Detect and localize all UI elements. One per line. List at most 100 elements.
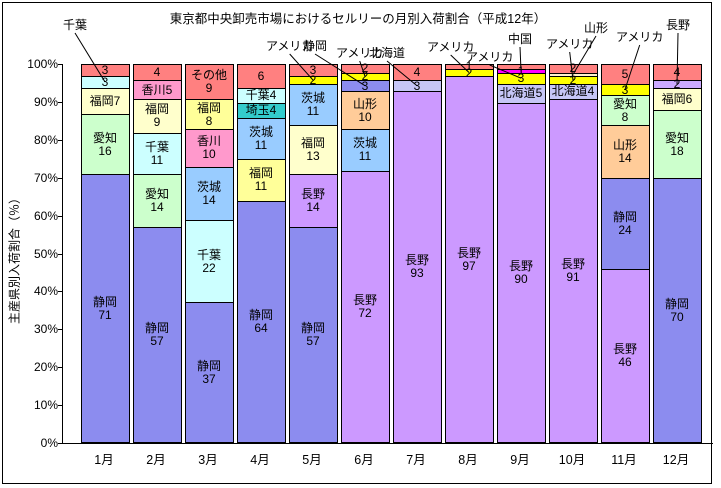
- bar-slot-12月: 4 2 福岡6 愛知 18 静岡 70: [651, 64, 703, 443]
- segment-6月-静岡: 3: [341, 79, 389, 92]
- segment-value: 93: [410, 266, 424, 281]
- segment-label: 静岡: [196, 358, 221, 373]
- callout-山形-10月: 山形: [584, 21, 609, 35]
- segment-11月-愛知: 愛知 8: [601, 95, 649, 126]
- y-tick-mark-10%: [58, 405, 62, 407]
- segment-value: 97: [462, 258, 476, 273]
- segment-label: 静岡: [664, 296, 689, 311]
- segment-label: 長野: [456, 245, 481, 260]
- segment-value: 57: [150, 334, 164, 349]
- x-label-11月: 11月: [611, 453, 637, 467]
- bar-11月: 5 3 愛知 8 山形 14 静岡 24 長野 46: [600, 64, 650, 443]
- segment-2月-香川: 香川5: [133, 80, 181, 99]
- bar-slot-7月: 4 3 長野 93: [391, 64, 443, 443]
- bar-slot-2月: 4 香川5 福岡 9 千葉 11 愛知 14 静岡 57: [131, 64, 183, 443]
- segment-6月-山形: 山形 10: [341, 91, 389, 130]
- segment-label-value: 香川5: [141, 82, 173, 97]
- segment-value: 71: [98, 307, 112, 322]
- segment-value: 14: [306, 200, 320, 215]
- segment-value: 13: [306, 149, 320, 164]
- y-tick-mark-90%: [58, 101, 62, 103]
- segment-value: 9: [153, 115, 161, 130]
- y-tick-label-90%: 90%: [33, 94, 58, 109]
- segment-6月-茨城: 茨城 11: [341, 129, 389, 171]
- segment-value: 8: [205, 113, 213, 128]
- y-tick-label-70%: 70%: [33, 170, 58, 185]
- segment-label: 福岡: [144, 102, 169, 117]
- y-tick-label-60%: 60%: [33, 208, 58, 223]
- x-label-9月: 9月: [510, 453, 530, 467]
- segment-4月-福岡: 福岡 11: [237, 159, 285, 201]
- segment-9月-北海道: 北海道5: [497, 83, 545, 103]
- segment-3月-静岡: 静岡 37: [185, 302, 233, 442]
- segment-label: 愛知: [612, 96, 637, 111]
- segment-label-value: 北海道5: [499, 86, 543, 101]
- segment-label: 静岡: [248, 307, 273, 322]
- bar-2月: 4 香川5 福岡 9 千葉 11 愛知 14 静岡 57: [132, 64, 182, 443]
- segment-1月-千葉: 3: [81, 75, 129, 88]
- segment-4月-unnamed: 6: [237, 65, 285, 88]
- segment-11月-長野: 長野 46: [601, 268, 649, 442]
- segment-value: 18: [670, 143, 684, 158]
- segment-10月-長野: 長野 91: [549, 98, 597, 442]
- segment-value: 10: [358, 109, 372, 124]
- segment-5月-長野: 長野 14: [289, 174, 337, 228]
- callout-北海道-7月: 北海道: [369, 46, 406, 60]
- segment-label: 福岡: [248, 166, 273, 181]
- callout-長野-12月: 長野: [666, 18, 691, 32]
- y-tick-mark-30%: [58, 329, 62, 331]
- segment-4月-茨城: 茨城 11: [237, 117, 285, 160]
- y-tick-mark-100%: [58, 64, 62, 65]
- segment-5月-アメリカ: 2: [289, 74, 337, 87]
- bar-5月: 3 2 茨城 11 福岡 13 長野 14 静岡 57: [288, 64, 338, 443]
- y-tick-label-0%: 0%: [40, 436, 58, 450]
- segment-value: 14: [150, 200, 164, 215]
- bar-8月: 1 2 長野 97: [444, 60, 494, 443]
- segment-10月-アメリカ: 2: [549, 74, 597, 87]
- segment-value: 9: [205, 80, 213, 95]
- segment-label: 静岡: [612, 209, 637, 224]
- segment-3月-香川: 香川 10: [185, 129, 233, 167]
- segment-label: 愛知: [144, 187, 169, 202]
- bar-12月: 4 2 福岡6 愛知 18 静岡 70: [652, 64, 702, 443]
- segment-2月-愛知: 愛知 14: [133, 174, 181, 228]
- segment-3月-茨城: 茨城 14: [185, 166, 233, 220]
- segment-label: 静岡: [144, 321, 169, 336]
- segment-label: 茨城: [248, 125, 273, 139]
- x-label-3月: 3月: [198, 453, 218, 467]
- segment-value: 11: [254, 138, 268, 152]
- segment-label: 茨城: [300, 91, 325, 106]
- bar-slot-10月: 2 2 北海道4 長野 91: [547, 62, 599, 443]
- segment-value: 90: [514, 271, 528, 286]
- segment-value: 14: [618, 151, 632, 166]
- segment-value: 64: [254, 320, 268, 335]
- segment-4月-静岡: 静岡 64: [237, 200, 285, 442]
- y-tick-label-100%: 100%: [27, 57, 58, 71]
- segment-12月-長野: 2: [653, 77, 701, 90]
- segment-label-value: 福岡7: [89, 93, 121, 108]
- segment-1月-静岡: 静岡 71: [81, 174, 129, 442]
- bar-4月: 6 千葉4 埼玉4 茨城 11 福岡 11 静岡 64: [236, 64, 286, 443]
- segment-5月-静岡: 静岡 57: [289, 227, 337, 442]
- callout-アメリカ-10月: アメリカ: [546, 37, 594, 51]
- segment-9月-長野: 長野 90: [497, 102, 545, 442]
- callout-千葉-1月: 千葉: [63, 18, 88, 32]
- segment-value: 10: [202, 147, 216, 162]
- segment-1月-福岡: 福岡7: [81, 87, 129, 114]
- bar-6月: 2 2 3 山形 10 茨城 11 長野 72: [340, 62, 390, 443]
- bar-slot-6月: 2 2 3 山形 10 茨城 11 長野 72: [339, 62, 391, 443]
- segment-label: 茨城: [196, 179, 221, 194]
- callout-アメリカ-8月: アメリカ: [427, 40, 475, 54]
- segment-9月-アメリカ: 3: [497, 72, 545, 85]
- segment-value: 14: [202, 192, 216, 207]
- y-tick-mark-80%: [58, 139, 62, 141]
- y-tick-mark-40%: [58, 291, 62, 293]
- x-label-2月: 2月: [146, 453, 166, 467]
- segment-value: 16: [98, 143, 112, 158]
- segment-4月-埼玉: 埼玉4: [237, 102, 285, 118]
- segment-2月-unnamed: 4: [133, 65, 181, 81]
- segment-value: 11: [358, 149, 372, 164]
- segment-value: 91: [566, 269, 580, 284]
- segment-label: その他: [190, 67, 227, 82]
- segment-value: 4: [413, 65, 421, 80]
